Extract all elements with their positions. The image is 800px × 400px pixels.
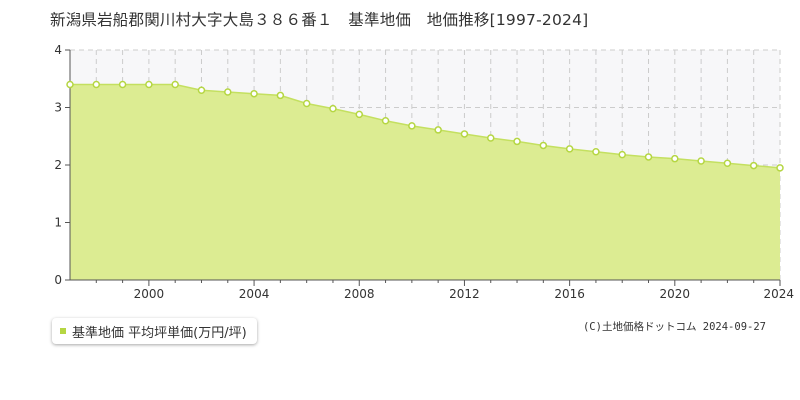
- data-point: [539, 141, 548, 150]
- y-tick-label: 2: [54, 158, 62, 172]
- data-point: [197, 86, 206, 94]
- series-markers: [66, 80, 784, 172]
- copyright-text: (C)土地価格ドットコム 2024-09-27: [582, 321, 766, 333]
- data-point: [486, 134, 495, 142]
- x-tick-label: 2024: [763, 287, 794, 301]
- page-title: 新潟県岩船郡関川村大字大島３８６番１ 基準地価 地価推移[1997-2024]: [50, 11, 589, 29]
- data-point: [381, 116, 390, 125]
- x-tick-label: 2008: [344, 287, 375, 301]
- data-point: [697, 157, 705, 165]
- data-point: [644, 153, 653, 161]
- data-point: [329, 104, 337, 113]
- series-area: [70, 83, 781, 280]
- data-point: [408, 122, 416, 130]
- data-point: [565, 145, 574, 153]
- data-point: [250, 89, 258, 98]
- data-point: [145, 80, 153, 89]
- data-point: [460, 130, 469, 138]
- data-point: [302, 99, 311, 108]
- data-point: [749, 161, 758, 170]
- legend-label: 基準地価 平均坪単価(万円/坪): [72, 325, 247, 341]
- data-point: [118, 80, 127, 89]
- data-point: [513, 137, 521, 146]
- data-point: [355, 110, 364, 119]
- data-point: [671, 154, 679, 163]
- data-point: [66, 80, 74, 89]
- y-tick-label: 3: [54, 101, 62, 115]
- series-line: [70, 83, 781, 169]
- data-point: [618, 150, 626, 159]
- legend: 基準地価 平均坪単価(万円/坪): [52, 318, 257, 344]
- series-area-fill: [70, 84, 780, 280]
- data-point: [592, 148, 600, 156]
- data-point: [276, 91, 285, 100]
- data-point: [434, 126, 442, 134]
- x-tick-label: 2000: [134, 287, 165, 301]
- data-point: [171, 80, 179, 89]
- legend-swatch: [60, 328, 66, 334]
- data-point: [723, 159, 732, 168]
- x-tick-label: 2012: [449, 287, 480, 301]
- data-point: [776, 164, 784, 172]
- y-tick-label: 1: [54, 216, 62, 230]
- data-point: [224, 88, 232, 96]
- x-tick-label: 2016: [554, 287, 585, 301]
- x-tick-label: 2004: [239, 287, 270, 301]
- x-tick-label: 2020: [660, 287, 691, 301]
- tick-labels: 0 1 2 3 4 2000 2004 2008 2012 2016 2020 2024: [54, 43, 794, 301]
- y-tick-label: 4: [54, 43, 62, 57]
- y-tick-label: 0: [54, 273, 62, 287]
- data-point: [92, 80, 101, 89]
- axes: [65, 49, 781, 286]
